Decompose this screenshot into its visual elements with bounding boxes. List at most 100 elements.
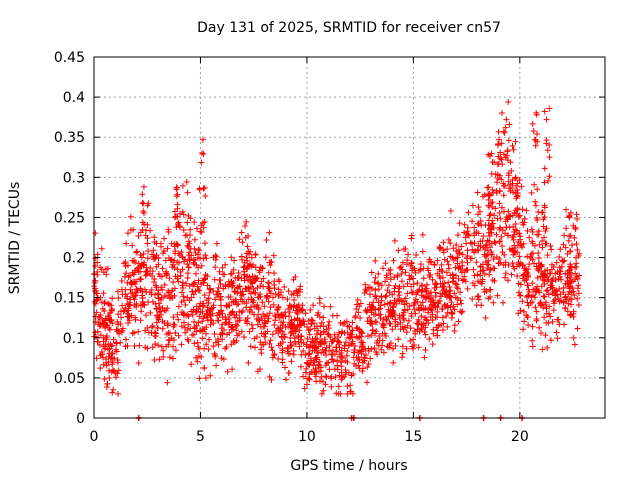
data-point [560, 241, 567, 248]
data-point [418, 313, 425, 320]
data-point [337, 320, 344, 327]
data-point [425, 259, 432, 266]
data-point [171, 321, 178, 328]
data-point [205, 336, 212, 343]
data-point [514, 206, 521, 213]
data-point [461, 221, 468, 228]
data-point [176, 224, 183, 231]
data-point [528, 189, 535, 196]
data-point [516, 253, 523, 260]
data-point [115, 367, 122, 374]
data-point [106, 375, 113, 382]
data-point [268, 259, 275, 266]
data-point [266, 280, 273, 287]
data-point [392, 342, 399, 349]
data-point [366, 284, 373, 291]
data-point [396, 292, 403, 299]
data-point [447, 287, 454, 294]
data-point [574, 325, 581, 332]
data-point [144, 255, 151, 262]
data-point [149, 322, 156, 329]
data-point [114, 370, 121, 377]
data-point [543, 305, 550, 312]
data-point [245, 277, 252, 284]
data-point [485, 257, 492, 264]
data-point [454, 231, 461, 238]
data-point [540, 304, 547, 311]
data-point [317, 331, 324, 338]
data-point [538, 329, 545, 336]
data-point [145, 200, 152, 207]
data-point [114, 288, 121, 295]
data-point [569, 242, 576, 249]
data-point [97, 332, 104, 339]
data-point [499, 161, 506, 168]
data-point [245, 248, 252, 255]
data-point [286, 309, 293, 316]
data-point [118, 329, 125, 336]
data-point [321, 340, 328, 347]
data-point [279, 349, 286, 356]
data-point [439, 274, 446, 281]
data-point [153, 240, 160, 247]
data-point [524, 273, 531, 280]
data-point [267, 337, 274, 344]
data-point [334, 362, 341, 369]
data-point [469, 218, 476, 225]
data-point [573, 211, 580, 218]
data-point [196, 247, 203, 254]
data-point [376, 332, 383, 339]
data-point [125, 314, 132, 321]
data-point [292, 307, 299, 314]
data-point [251, 311, 258, 318]
data-point [524, 227, 531, 234]
data-point [535, 255, 542, 262]
data-point [372, 274, 379, 281]
data-point [389, 303, 396, 310]
data-point [144, 324, 151, 331]
data-point [444, 258, 451, 265]
data-point [403, 261, 410, 268]
data-point [182, 301, 189, 308]
data-point [237, 289, 244, 296]
data-point [407, 325, 414, 332]
data-point [403, 329, 410, 336]
data-point [93, 290, 100, 297]
data-point [563, 297, 570, 304]
data-point [215, 284, 222, 291]
data-point [225, 315, 232, 322]
data-point [398, 270, 405, 277]
data-point [329, 351, 336, 358]
data-point [498, 204, 505, 211]
data-point [243, 286, 250, 293]
data-point [440, 326, 447, 333]
data-point [488, 220, 495, 227]
data-point [496, 210, 503, 217]
data-point [223, 344, 230, 351]
data-point [546, 154, 553, 161]
data-point [119, 302, 126, 309]
data-point [546, 173, 553, 180]
data-point [301, 385, 308, 392]
data-point [522, 267, 529, 274]
data-point [139, 191, 146, 198]
y-tick-label: 0.1 [63, 331, 85, 347]
data-point [513, 210, 520, 217]
data-point [155, 294, 162, 301]
data-point [409, 289, 416, 296]
data-point [505, 277, 512, 284]
data-point [492, 240, 499, 247]
data-point [452, 255, 459, 262]
data-point [525, 322, 532, 329]
data-point [97, 321, 104, 328]
data-point [434, 314, 441, 321]
data-point [389, 291, 396, 298]
data-point [470, 266, 477, 273]
data-point [228, 254, 235, 261]
data-point [486, 238, 493, 245]
data-point [368, 309, 375, 316]
data-point [222, 261, 229, 268]
data-point [362, 351, 369, 358]
data-point [147, 265, 154, 272]
data-point [252, 289, 259, 296]
